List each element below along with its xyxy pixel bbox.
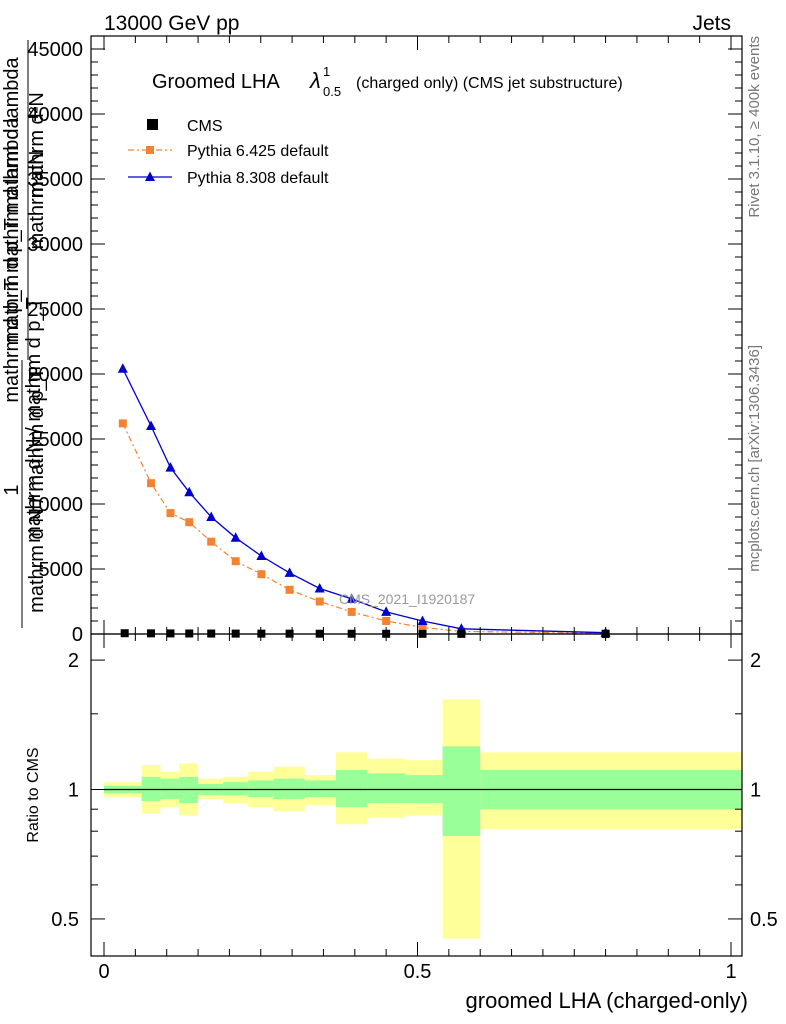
pythia6-line xyxy=(122,423,606,634)
pythia6-point xyxy=(315,597,324,606)
ylabel-denominator: mathrm d p_T mathrm d lambda xyxy=(1,56,23,342)
ratio-panel: 0.5 0.51 12 2 0 0.5 1 xyxy=(51,633,778,983)
pythia6-point xyxy=(207,537,216,546)
pythia6-point xyxy=(347,607,356,616)
main-y-axis-label: mathrm dN mathrm d p_T mathrm d lambda m… xyxy=(1,40,48,628)
pythia8-point xyxy=(184,486,195,497)
pythia8-point xyxy=(346,593,357,603)
pythia6-point xyxy=(257,570,266,579)
pythia6-point xyxy=(166,509,175,518)
ratio-ytick-label: 2 xyxy=(68,650,79,672)
pythia8-point xyxy=(117,363,128,373)
legend-pythia6-marker xyxy=(146,146,154,154)
main-x-ticks xyxy=(103,36,732,634)
plot-title-subscript: 0.5 xyxy=(323,84,341,99)
ratio-y-axis-label: Ratio to CMS xyxy=(25,747,42,842)
plot-title-symbol: λ xyxy=(309,68,321,93)
pythia8-point xyxy=(256,550,267,560)
pythia8-point xyxy=(284,567,295,577)
x-axis-label: groomed LHA (charged-only) xyxy=(466,988,748,1013)
legend-cms-marker xyxy=(147,119,158,130)
main-ytick-label: 40000 xyxy=(27,104,83,126)
ratio-xtick-label: 1 xyxy=(725,961,736,983)
ratio-frame xyxy=(90,633,743,957)
pythia6-point xyxy=(118,419,127,428)
ratio-band-inner xyxy=(273,778,305,800)
pythia8-point xyxy=(165,462,176,472)
energy-label: 13000 GeV pp xyxy=(104,12,239,35)
plot-title: Groomed LHA λ 1 0.5 (charged only) (CMS … xyxy=(152,64,623,99)
ylabel-denominator-2: mathrm d p_T mathrm d lambda xyxy=(1,116,23,402)
ylabel-numerator: mathrm dN xyxy=(26,151,48,250)
ratio-band-inner xyxy=(442,746,481,836)
cms-point xyxy=(147,629,156,638)
pythia6-point xyxy=(147,479,156,488)
ylabel-norm-denominator-2: mathrm d N / mathrm d p_T xyxy=(23,297,45,543)
jets-label: Jets xyxy=(692,12,731,35)
plot-title-main: Groomed LHA xyxy=(152,71,280,93)
ratio-ytick-label-right: 0.5 xyxy=(750,909,778,931)
ratio-ytick-label: 0.5 xyxy=(51,909,79,931)
rivet-label: Rivet 3.1.10, ≥ 400k events xyxy=(746,36,763,218)
main-ytick-label: 25000 xyxy=(27,299,83,321)
legend: CMS Pythia 6.425 default Pythia 8.308 de… xyxy=(128,118,329,187)
pythia8-point xyxy=(206,511,217,521)
main-ytick-label: 10000 xyxy=(27,494,83,516)
pythia8-line xyxy=(122,368,606,634)
main-ytick-label: 20000 xyxy=(27,364,83,386)
ratio-band-inner xyxy=(304,780,336,798)
ylabel-norm-one: 1 xyxy=(1,484,23,495)
ylabel-norm-denominator: mathrm d N / mathrm d p_T xyxy=(26,367,48,613)
pythia6-point xyxy=(382,617,391,625)
main-ytick-label: 15000 xyxy=(27,429,83,451)
ratio-ytick-label-right: 1 xyxy=(750,780,761,802)
ratio-xtick-label: 0 xyxy=(98,961,109,983)
main-ytick-label: 30000 xyxy=(27,234,83,256)
main-ytick-label: 45000 xyxy=(27,39,83,61)
plot-title-superscript: 1 xyxy=(323,64,330,79)
ratio-ytick-label-right: 2 xyxy=(750,650,761,672)
plot-title-suffix: (charged only) (CMS jet substructure) xyxy=(356,75,623,92)
legend-cms-label: CMS xyxy=(187,118,223,135)
pythia8-point xyxy=(381,606,392,616)
ylabel-numerator-2: mathrm d²N xyxy=(26,92,48,198)
legend-pythia8-marker xyxy=(145,171,155,181)
main-ytick-label: 5000 xyxy=(39,559,84,581)
ratio-band-inner xyxy=(248,780,274,798)
cms-point xyxy=(120,629,129,638)
legend-pythia6-label: Pythia 6.425 default xyxy=(187,143,329,160)
main-ytick-label: 35000 xyxy=(27,169,83,191)
pythia8-point xyxy=(314,583,325,593)
ratio-band-inner xyxy=(223,782,249,796)
pythia6-point xyxy=(418,623,427,632)
pythia6-point xyxy=(185,518,194,527)
main-ytick-label: 0 xyxy=(72,624,83,646)
ratio-ytick-label: 1 xyxy=(68,780,79,802)
pythia6-point xyxy=(231,557,240,566)
ratio-band-inner xyxy=(335,770,368,808)
main-panel: 0 5000 10000 15000 20000 25000 30000 35000 40000… xyxy=(27,35,743,646)
ratio-y-axis: 0.5 0.5 1 1 2 2 xyxy=(51,650,778,931)
ratio-xtick-label: 0.5 xyxy=(404,961,432,983)
ratio-band-inner xyxy=(367,773,405,804)
pythia6-point xyxy=(285,585,294,594)
ratio-band-inner xyxy=(160,778,180,800)
pythia8-point xyxy=(230,532,241,542)
main-y-axis: 0 5000 10000 15000 20000 25000 30000 35000 40000… xyxy=(27,39,742,646)
analysis-watermark: CMS_2021_I1920187 xyxy=(339,591,475,607)
ratio-x-axis: 0 0.5 1 xyxy=(98,634,737,983)
mcplots-label: mcplots.cern.ch [arXiv:1306.3436] xyxy=(746,345,763,572)
pythia8-point xyxy=(146,420,157,430)
ratio-bands xyxy=(104,699,742,939)
legend-pythia8-label: Pythia 8.308 default xyxy=(187,170,329,187)
pythia8-point xyxy=(417,615,428,625)
